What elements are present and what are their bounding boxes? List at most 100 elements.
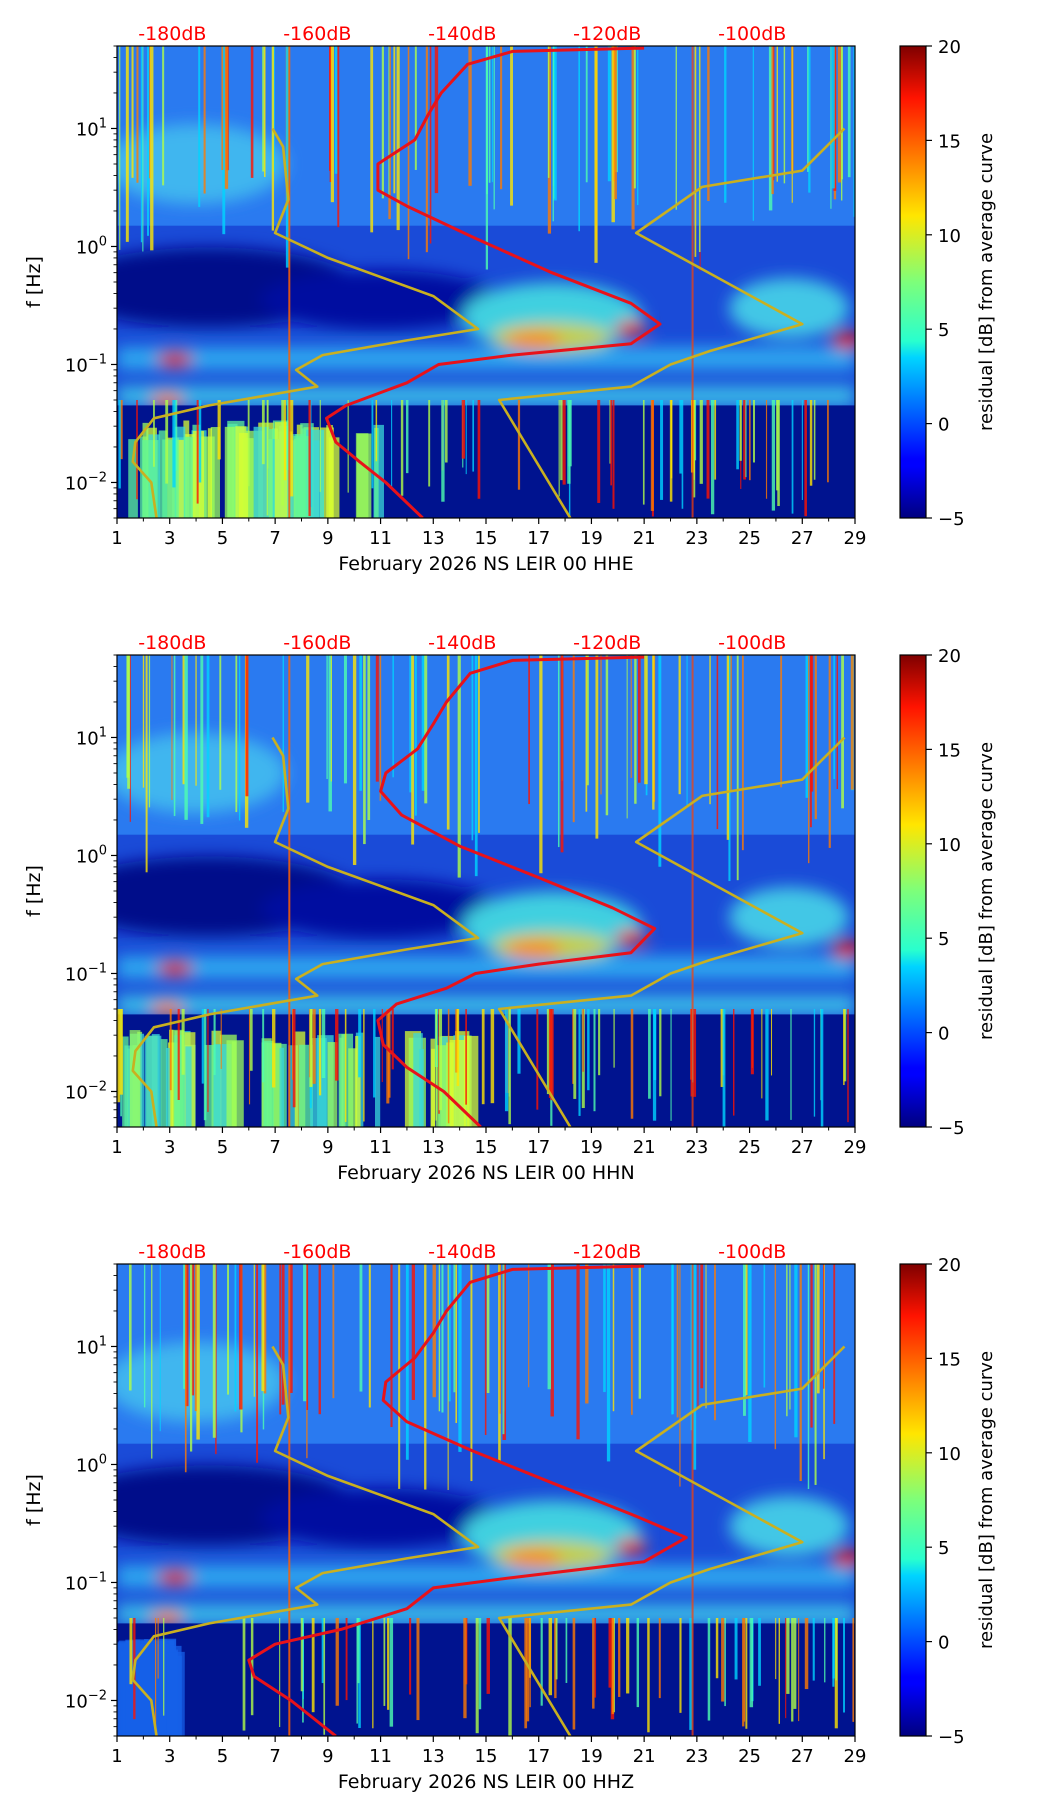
x-tick-label: 7 <box>269 528 280 549</box>
x-tick-label: 17 <box>527 528 550 549</box>
db-scale-label: -160dB <box>283 632 351 654</box>
y-tick-label: 100 <box>76 1452 107 1476</box>
db-scale-label: -100dB <box>718 632 786 654</box>
colorbar-tick-label: 0 <box>938 1024 949 1045</box>
y-tick-label: 10−1 <box>65 352 107 376</box>
colorbar-tick-label: 10 <box>938 226 961 247</box>
x-tick-label: 29 <box>844 1137 867 1158</box>
average-psd-curve <box>247 1264 688 1736</box>
noise-model-high-curve <box>497 736 846 1127</box>
x-tick-label: 9 <box>322 528 333 549</box>
noise-model-high-curve <box>497 127 846 518</box>
x-tick-label: 13 <box>422 528 445 549</box>
heatmap-area <box>117 1264 855 1736</box>
db-scale-label: -120dB <box>573 632 641 654</box>
y-tick-label: 101 <box>76 725 107 749</box>
db-scale-label: -160dB <box>283 23 351 45</box>
x-tick-label: 9 <box>322 1746 333 1767</box>
x-tick-label: 3 <box>164 1746 175 1767</box>
y-tick-label: 10−1 <box>65 961 107 985</box>
colorbar-tick-label: 0 <box>938 415 949 436</box>
noise-model-low-curve <box>131 736 480 1127</box>
x-tick-label: 15 <box>475 1746 498 1767</box>
colorbar-tick-label: 10 <box>938 835 961 856</box>
x-tick-label: 27 <box>791 1746 814 1767</box>
x-axis-label: February 2026 NS LEIR 00 HHZ <box>338 1771 634 1793</box>
db-scale-label: -100dB <box>718 1241 786 1263</box>
y-tick-label: 101 <box>76 116 107 140</box>
x-tick-label: 19 <box>580 1137 603 1158</box>
colorbar-tick-label: 5 <box>938 1538 949 1559</box>
db-scale-label: -180dB <box>138 632 206 654</box>
x-axis-label: February 2026 NS LEIR 00 HHN <box>337 1162 634 1184</box>
colorbar-tick-label: 5 <box>938 320 949 341</box>
x-tick-label: 21 <box>633 1746 656 1767</box>
x-tick-label: 23 <box>685 528 708 549</box>
y-tick-label: 10−1 <box>65 1570 107 1594</box>
db-scale-label: -140dB <box>428 632 496 654</box>
colorbar-tick-label: −5 <box>938 509 965 530</box>
x-tick-label: 27 <box>791 1137 814 1158</box>
colorbar-tick-label: 20 <box>938 37 961 58</box>
db-scale-label: -180dB <box>138 1241 206 1263</box>
colorbar-gradient <box>899 654 927 1128</box>
colorbar-tick-label: 20 <box>938 646 961 667</box>
x-tick-label: 19 <box>580 1746 603 1767</box>
x-tick-label: 5 <box>217 1746 228 1767</box>
x-tick-label: 13 <box>422 1746 445 1767</box>
heatmap-area <box>117 655 855 1127</box>
x-tick-label: 1 <box>111 1746 122 1767</box>
x-tick-label: 21 <box>633 528 656 549</box>
x-tick-label: 7 <box>269 1746 280 1767</box>
x-tick-label: 3 <box>164 528 175 549</box>
colorbar: 20 15 10 5 0 −5 residual [dB] from average cur… <box>899 37 997 530</box>
y-tick-label: 100 <box>76 843 107 867</box>
y-tick-label: 10−2 <box>65 1079 107 1103</box>
db-scale-label: -140dB <box>428 1241 496 1263</box>
db-scale-label: -160dB <box>283 1241 351 1263</box>
x-tick-label: 15 <box>475 528 498 549</box>
colorbar: 20 15 10 5 0 −5 residual [dB] from average cur… <box>899 1255 997 1748</box>
x-tick-label: 7 <box>269 1137 280 1158</box>
noise-model-high-curve <box>497 1345 846 1736</box>
y-tick-label: 101 <box>76 1334 107 1358</box>
y-axis-label: f [Hz] <box>23 256 45 308</box>
x-tick-label: 13 <box>422 1137 445 1158</box>
x-tick-label: 27 <box>791 528 814 549</box>
y-axis-label: f [Hz] <box>23 865 45 917</box>
average-psd-curve <box>325 46 662 518</box>
heatmap-area <box>117 46 855 518</box>
x-tick-label: 23 <box>685 1746 708 1767</box>
db-scale-label: -120dB <box>573 23 641 45</box>
colorbar-tick-label: 15 <box>938 740 961 761</box>
x-tick-label: 17 <box>527 1137 550 1158</box>
x-tick-label: 19 <box>580 528 603 549</box>
noise-model-low-curve <box>131 127 480 518</box>
colorbar-tick-label: −5 <box>938 1118 965 1139</box>
x-tick-label: 3 <box>164 1137 175 1158</box>
y-tick-label: 100 <box>76 234 107 258</box>
db-scale-label: -180dB <box>138 23 206 45</box>
x-tick-label: 15 <box>475 1137 498 1158</box>
x-tick-label: 17 <box>527 1746 550 1767</box>
y-tick-label: 10−2 <box>65 1688 107 1712</box>
colorbar-tick-label: 15 <box>938 131 961 152</box>
y-tick-label: 10−2 <box>65 470 107 494</box>
x-tick-label: 25 <box>738 528 761 549</box>
x-tick-label: 11 <box>369 528 392 549</box>
colorbar-gradient <box>899 1263 927 1737</box>
db-scale-label: -100dB <box>718 23 786 45</box>
x-tick-label: 25 <box>738 1137 761 1158</box>
x-axis-label: February 2026 NS LEIR 00 HHE <box>338 553 633 575</box>
colorbar-tick-label: 15 <box>938 1349 961 1370</box>
x-tick-label: 1 <box>111 528 122 549</box>
colorbar-gradient <box>899 45 927 519</box>
colorbar-tick-label: −5 <box>938 1727 965 1748</box>
colorbar-label: residual [dB] from average curve <box>976 742 997 1040</box>
db-scale-label: -120dB <box>573 1241 641 1263</box>
db-scale-label: -140dB <box>428 23 496 45</box>
